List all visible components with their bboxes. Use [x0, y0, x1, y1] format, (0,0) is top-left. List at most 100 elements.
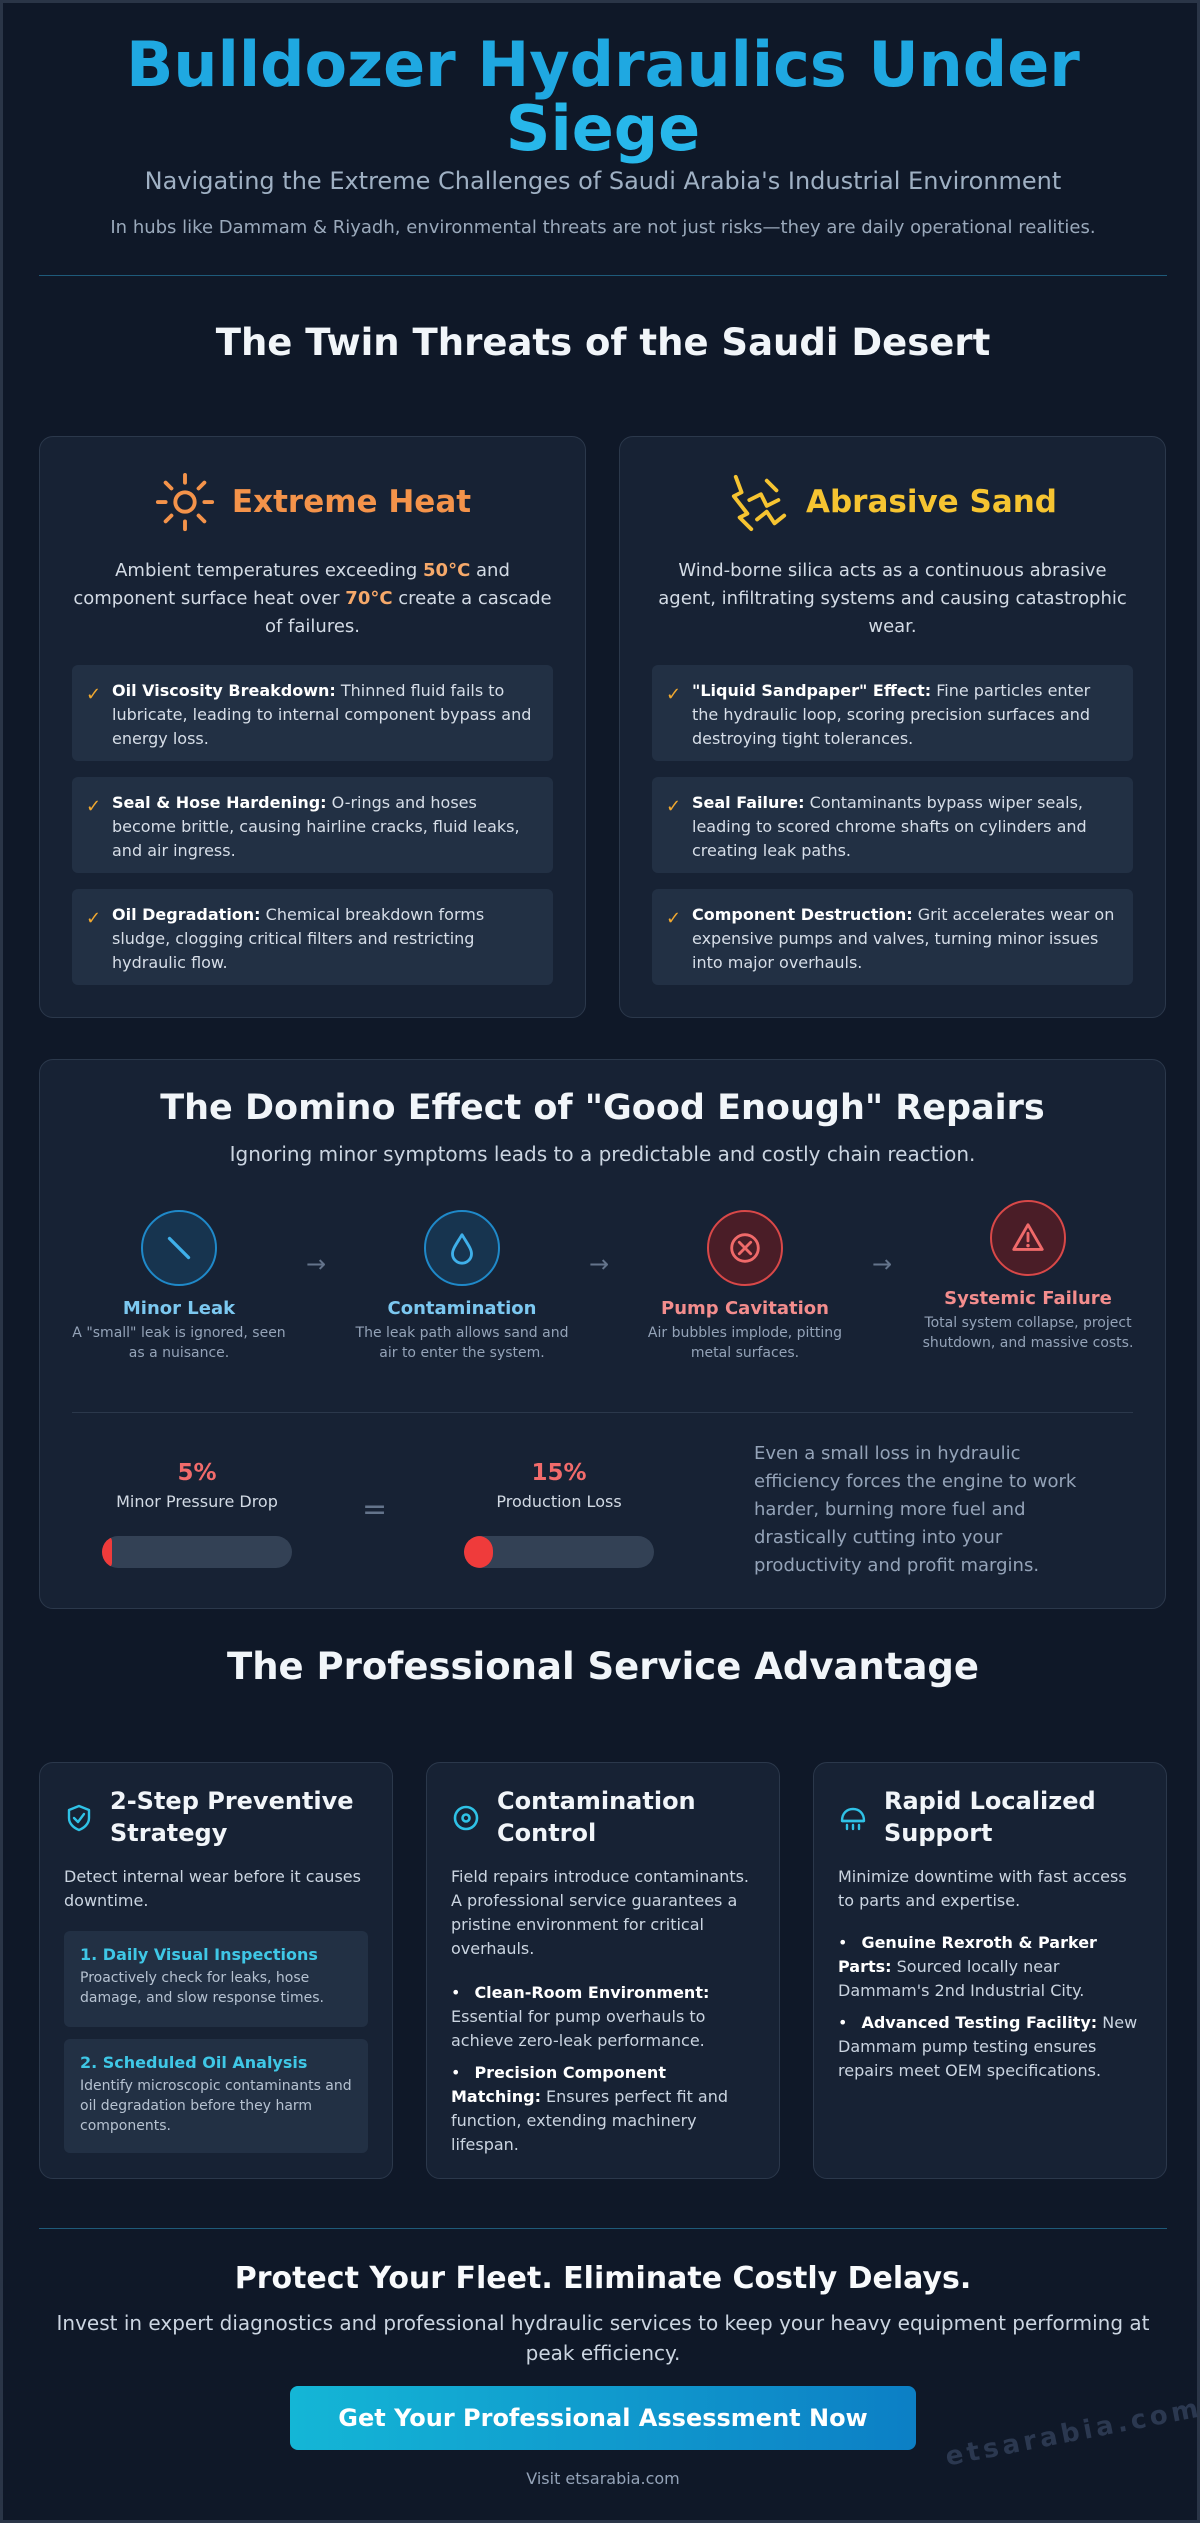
slash-icon: [167, 1236, 191, 1260]
efficiency-explanation: Even a small loss in hydraulic efficienc…: [754, 1443, 1077, 1576]
check-icon: ✓: [666, 796, 682, 817]
service-card-desc: Field repairs introduce contaminants. A …: [451, 1867, 750, 1958]
delivery-icon: [840, 1807, 866, 1831]
pressure-drop-value: 5%: [177, 1460, 217, 1486]
check-icon: ✓: [86, 684, 102, 705]
heat-desc-text: create a cascade of failures.: [264, 588, 552, 637]
threats-title: The Twin Threats of the Saudi Desert: [215, 321, 991, 364]
page-subtitle: Navigating the Extreme Challenges of Sau…: [144, 167, 1062, 195]
heat-title: Extreme Heat: [231, 484, 472, 520]
assessment-button[interactable]: Get Your Professional Assessment Now: [290, 2386, 916, 2450]
heat-item: ✓ Oil Degradation: Chemical breakdown fo…: [72, 889, 553, 985]
warning-icon: [1012, 1223, 1044, 1251]
heat-ambient-temp: 50°C: [423, 560, 471, 581]
cta-subtitle: Invest in expert diagnostics and profess…: [56, 2311, 1150, 2365]
warning-icon-circle: [990, 1200, 1066, 1276]
check-icon: ✓: [666, 908, 682, 929]
x-circle-icon: [730, 1233, 760, 1263]
production-loss-label: Production Loss: [496, 1492, 622, 1511]
step-desc: Total system collapse, project shutdown,…: [922, 1315, 1134, 1351]
production-loss-bar: [464, 1536, 654, 1568]
equals-icon: =: [362, 1492, 388, 1527]
item-title: Oil Viscosity Breakdown:: [112, 681, 336, 700]
heat-card: Extreme Heat Ambient temperatures exceed…: [39, 436, 586, 1018]
bullet-item: Precision Component Matching: Ensures pe…: [451, 2061, 757, 2157]
sand-description: Wind-borne silica acts as a continuous a…: [658, 560, 1127, 637]
check-icon: ✓: [86, 908, 102, 929]
item-text: Contaminants bypass wiper seals, leading…: [692, 793, 1087, 860]
arrow-icon: →: [306, 1250, 327, 1278]
bullet-title: Clean-Room Environment:: [474, 1983, 710, 2002]
step-desc: A "small" leak is ignored, seen as a nui…: [72, 1325, 286, 1361]
service-card-title: 2-Step Preventive Strategy: [110, 1787, 354, 1847]
sand-item: ✓ "Liquid Sandpaper" Effect: Fine partic…: [652, 665, 1133, 761]
visit-link[interactable]: Visit etsarabia.com: [526, 2469, 680, 2488]
shield-check-icon: [67, 1804, 91, 1832]
pressure-drop-label: Minor Pressure Drop: [116, 1492, 278, 1511]
pressure-drop-bar: [102, 1536, 292, 1568]
step-systemic-failure: Systemic Failure Total system collapse, …: [918, 1200, 1138, 1353]
page-title: Bulldozer Hydraulics Under Siege: [3, 33, 1200, 161]
service-card-desc: Minimize downtime with fast access to pa…: [838, 1867, 1127, 1910]
service-card-title: Rapid Localized Support: [884, 1787, 1096, 1847]
strategy-step-title: 2. Scheduled Oil Analysis: [80, 2053, 308, 2072]
heat-item: ✓ Oil Viscosity Breakdown: Thinned fluid…: [72, 665, 553, 761]
divider: [39, 2228, 1167, 2229]
production-loss-fill: [464, 1536, 493, 1568]
heat-header: Extreme Heat: [40, 467, 585, 537]
service-card-title: Contamination Control: [497, 1787, 696, 1847]
cta-title: Protect Your Fleet. Eliminate Costly Del…: [234, 2261, 972, 2296]
strategy-step-title: 1. Daily Visual Inspections: [80, 1945, 318, 1964]
title-line-1: Bulldozer Hydraulics Under: [126, 28, 1080, 101]
item-title: Oil Degradation:: [112, 905, 261, 924]
divider: [39, 275, 1167, 276]
service-card-header: Contamination Control: [451, 1785, 759, 1849]
production-loss-block: 15% Production Loss: [464, 1460, 654, 1568]
page-note: In hubs like Dammam & Riyadh, environmen…: [110, 217, 1096, 238]
domino-subtitle: Ignoring minor symptoms leads to a predi…: [229, 1142, 976, 1166]
strategy-step: 2. Scheduled Oil Analysis Identify micro…: [64, 2039, 368, 2153]
pressure-drop-block: 5% Minor Pressure Drop: [102, 1460, 292, 1568]
service-card-bullets: Genuine Rexroth & Parker Parts: Sourced …: [838, 1931, 1144, 2091]
step-title: Pump Cavitation: [661, 1298, 829, 1319]
step-contamination: Contamination The leak path allows sand …: [352, 1210, 572, 1363]
production-loss-value: 15%: [531, 1460, 587, 1486]
bullet-title: Advanced Testing Facility:: [861, 2013, 1098, 2032]
bullet-title: Precision Component Matching:: [451, 2063, 666, 2106]
title-line-2: Siege: [505, 92, 701, 165]
arrow-icon: →: [589, 1250, 610, 1278]
item-text: Fine particles enter the hydraulic loop,…: [692, 681, 1091, 748]
item-text: Thinned fluid fails to lubricate, leadin…: [112, 681, 532, 748]
step-minor-leak: Minor Leak A "small" leak is ignored, se…: [69, 1210, 289, 1363]
item-text: O-rings and hoses become brittle, causin…: [112, 793, 520, 860]
bullet-item: Genuine Rexroth & Parker Parts: Sourced …: [838, 1931, 1144, 2003]
domino-divider: [72, 1412, 1133, 1413]
item-text: Grit accelerates wear on expensive pumps…: [692, 905, 1115, 972]
heat-surface-temp: 70°C: [345, 588, 393, 609]
slash-icon-circle: [141, 1210, 217, 1286]
sand-item: ✓ Seal Failure: Contaminants bypass wipe…: [652, 777, 1133, 873]
step-title: Systemic Failure: [944, 1288, 1112, 1309]
step-pump-cavitation: Pump Cavitation Air bubbles implode, pit…: [635, 1210, 855, 1363]
bullet-title: Genuine Rexroth & Parker Parts:: [838, 1933, 1097, 1976]
sand-title: Abrasive Sand: [806, 484, 1057, 520]
check-icon: ✓: [86, 796, 102, 817]
strategy-step-desc: Identify microscopic contaminants and oi…: [80, 2078, 352, 2134]
bullet-text: New Dammam pump testing ensures repairs …: [838, 2013, 1138, 2080]
service-card-bullets: Clean-Room Environment: Essential for pu…: [451, 1981, 757, 2165]
heat-desc-text: and component surface heat over: [73, 560, 510, 609]
droplet-icon: [451, 1233, 473, 1265]
step-title: Minor Leak: [122, 1298, 236, 1319]
item-title: "Liquid Sandpaper" Effect:: [692, 681, 932, 700]
step-title: Contamination: [387, 1298, 537, 1319]
bullet-item: Clean-Room Environment: Essential for pu…: [451, 1981, 757, 2053]
service-card-header: 2-Step Preventive Strategy: [64, 1785, 372, 1849]
check-icon: ✓: [666, 684, 682, 705]
bullet-text: Essential for pump overhauls to achieve …: [451, 2007, 706, 2050]
droplet-icon-circle: [424, 1210, 500, 1286]
service-card-header: Rapid Localized Support: [838, 1785, 1146, 1849]
item-text: Chemical breakdown forms sludge, cloggin…: [112, 905, 485, 972]
item-title: Seal & Hose Hardening:: [112, 793, 327, 812]
arrow-icon: →: [872, 1250, 893, 1278]
